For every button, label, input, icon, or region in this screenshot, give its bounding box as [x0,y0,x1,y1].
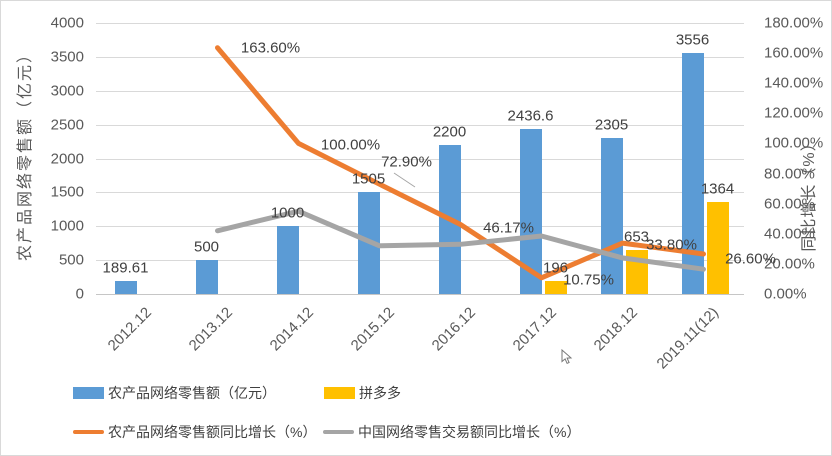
legend-label: 农产品网络零售额（亿元） [108,385,276,401]
legend-item-china-growth[interactable]: 中国网络零售交易额同比增长（%） [323,422,580,442]
right-axis-tick-label: 0.00% [764,285,807,303]
legend-item-pinduoduo[interactable]: 拼多多 [324,383,401,403]
legend-swatch-line-icon [323,430,354,434]
line-data-label: 10.75% [563,271,614,289]
bar-agri-retail[interactable] [681,53,704,294]
line-data-label: 46.17% [483,219,534,236]
gridline [96,192,744,194]
mouse-cursor-icon [561,349,573,365]
line-data-label: 72.90% [381,153,432,171]
legend-label: 中国网络零售交易额同比增长（%） [358,424,581,440]
right-axis-tick-label: 180.00% [764,14,824,32]
bar-data-label: 189.61 [102,259,149,277]
gridline [96,158,744,160]
bar-data-label: 196 [542,259,569,277]
right-axis-tick-label: 80.00% [764,165,815,183]
left-axis-tick-label: 3000 [50,82,84,100]
right-axis-tick-label: 100.00% [764,134,824,152]
bar-data-label: 2305 [594,116,629,134]
bar-data-label: 2436.6 [507,107,554,125]
gridline [96,226,744,228]
gridline [96,124,744,126]
right-axis-tick-label: 60.00% [764,195,815,213]
gridline [96,90,744,92]
right-axis-tick-label: 120.00% [764,104,824,122]
right-axis-tick-label: 20.00% [764,255,815,273]
left-axis-tick-label: 0 [75,285,84,303]
left-axis-tick-label: 1000 [50,217,84,235]
bar-data-label: 1000 [270,204,305,222]
right-axis-tick-label: 40.00% [764,225,815,243]
legend-item-agri-retail[interactable]: 农产品网络零售额（亿元） [73,383,276,403]
bar-pinduoduo[interactable] [544,280,567,294]
line-china-growth[interactable] [215,208,706,272]
gridline [96,260,744,262]
line-data-label: 26.60% [725,250,776,268]
legend-label: 拼多多 [359,385,401,401]
bar-data-label: 3556 [675,31,710,49]
left-axis-title: 农产品网络零售额（亿元） [17,44,34,262]
bar-agri-retail[interactable] [114,281,137,294]
bar-agri-retail[interactable] [519,128,542,294]
bar-data-label: 1505 [351,170,386,188]
left-axis-tick-label: 500 [58,251,84,269]
legend-swatch-bar-icon [324,387,355,399]
legend-item-agri-growth[interactable]: 农产品网络零售额同比增长（%） [73,422,316,442]
left-axis-tick-label: 3500 [50,48,84,66]
left-axis-tick-label: 1500 [50,183,84,201]
line-data-label: 33.80% [646,236,697,254]
line-agri-growth[interactable] [215,45,706,281]
bar-agri-retail[interactable] [276,226,299,295]
line-data-label: 100.00% [320,136,381,154]
data-label-leader-line [393,172,416,188]
bar-data-label: 2200 [432,123,467,141]
bar-data-label: 500 [193,238,220,256]
left-axis-tick-label: 2000 [50,150,84,167]
line-data-label: 163.60% [240,39,301,57]
bar-agri-retail[interactable] [195,260,218,294]
left-axis-tick-label: 4000 [50,14,84,32]
bar-pinduoduo[interactable] [706,201,729,294]
bar-data-label: 1364 [700,180,735,198]
right-axis-tick-label: 140.00% [764,74,824,92]
gridline [96,294,744,295]
right-axis-tick-label: 160.00% [764,44,824,62]
legend-swatch-bar-icon [73,387,104,399]
gridline [96,56,744,58]
legend-swatch-line-icon [73,430,104,434]
bar-data-label: 653 [623,228,650,246]
legend-label: 农产品网络零售额同比增长（%） [108,424,317,440]
gridline [96,23,744,24]
left-axis-tick-label: 2500 [50,116,84,134]
